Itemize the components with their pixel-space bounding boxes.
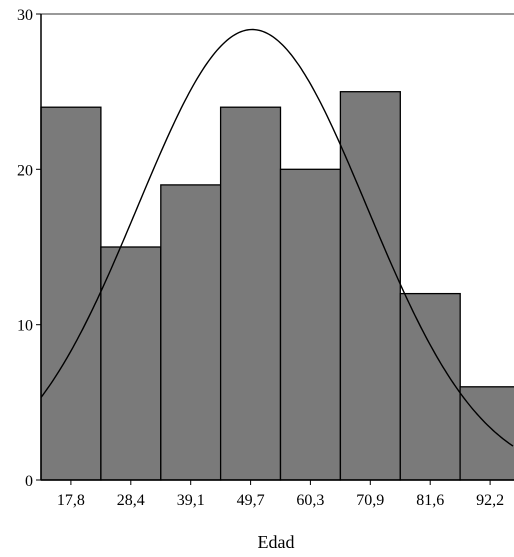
x-tick-label: 28,4: [117, 492, 145, 509]
bar-81-6: [399, 292, 461, 481]
y-tick-label: 30: [17, 7, 33, 24]
x-tick-label: 81,6: [416, 492, 444, 509]
x-axis-title: Edad: [258, 532, 295, 552]
normal-curve-line: [40, 28, 514, 447]
bar-60-3: [279, 168, 342, 481]
x-tick-label: 92,2: [476, 492, 504, 509]
bar-92-2: [459, 386, 514, 481]
y-tick-label: 0: [25, 473, 33, 490]
x-tick-label: 39,1: [177, 492, 205, 509]
y-tick-label: 10: [17, 318, 33, 335]
x-tick-label: 70,9: [356, 492, 384, 509]
bar-17-8: [40, 106, 102, 481]
x-ticks-group: 17,8 28,4 39,1 49,7 60,3 70,9 81,6 92,2: [57, 480, 504, 509]
normal-curve-layer: [40, 28, 514, 447]
bar-39-1: [160, 184, 222, 481]
y-ticks-group: 0 10 20 30: [17, 7, 41, 490]
bar-49-7: [219, 106, 282, 481]
x-tick-label: 17,8: [57, 492, 85, 509]
axes-group: [40, 14, 514, 481]
y-tick-label: 20: [17, 162, 33, 179]
x-tick-label: 49,7: [237, 492, 265, 509]
bar-70-9: [339, 91, 401, 481]
x-tick-label: 60,3: [296, 492, 324, 509]
bars-group: [40, 91, 514, 481]
bar-28-4: [100, 246, 162, 481]
